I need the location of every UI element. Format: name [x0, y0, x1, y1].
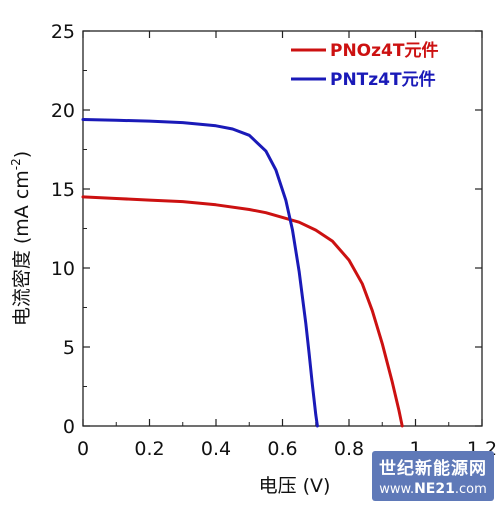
y-axis-title-exponent: -2 — [9, 158, 23, 170]
x-tick-label: 0.4 — [201, 438, 231, 460]
series-line-pnoz4t — [81, 195, 404, 428]
y-tick-label: 15 — [51, 179, 75, 201]
tick-marks — [82, 30, 483, 427]
y-axis-title-main: 电流密度 (mA cm — [11, 170, 33, 326]
y-tick-label: 20 — [51, 100, 75, 122]
y-tick-label: 25 — [51, 21, 75, 43]
series-layer — [81, 118, 404, 428]
y-axis-title-close: ) — [11, 151, 33, 158]
watermark-url-brand: NE21 — [414, 481, 455, 497]
y-axis-title: 电流密度 (mA cm-2) — [9, 151, 33, 326]
watermark-url-suffix: .com — [454, 482, 487, 497]
watermark-title: 世纪新能源网 — [379, 459, 487, 479]
x-axis-title: 电压 (V) — [259, 475, 331, 497]
y-tick-label: 0 — [63, 416, 75, 438]
x-tick-label: 0.2 — [134, 438, 164, 460]
legend-label-pnoz4t: PNOz4T元件 — [330, 40, 438, 61]
series-line-pntz4t — [81, 118, 319, 428]
x-tick-label: 0.8 — [334, 438, 364, 460]
y-tick-label: 5 — [63, 337, 75, 359]
plot-frame — [82, 30, 483, 427]
watermark-url: www.NE21.com — [372, 481, 494, 497]
legend: PNOz4T元件 PNTz4T元件 — [291, 40, 438, 90]
y-tick-label: 10 — [51, 258, 75, 280]
watermark-logo: 世纪新能源网 www.NE21.com — [372, 451, 494, 501]
legend-label-pntz4t: PNTz4T元件 — [330, 69, 436, 90]
watermark-url-prefix: www. — [379, 482, 415, 497]
x-tick-label: 0 — [77, 438, 89, 460]
x-tick-label: 0.6 — [267, 438, 297, 460]
